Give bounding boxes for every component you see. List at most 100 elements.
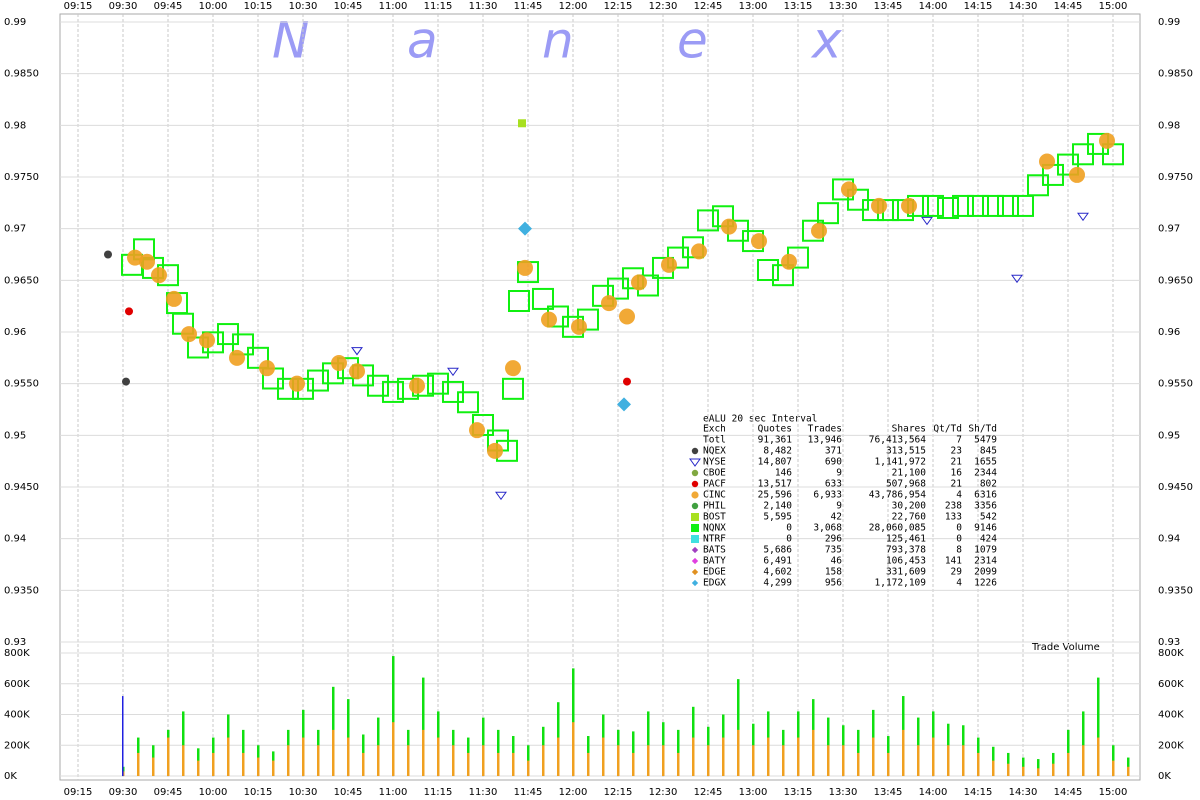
x-tick-label: 11:15	[424, 787, 453, 798]
x-tick-label: 11:45	[514, 1, 543, 12]
marker-square	[937, 197, 959, 219]
watermark-letter: a	[407, 12, 438, 70]
legend-marker	[691, 447, 699, 455]
marker-dot	[505, 360, 521, 377]
plot-frame	[59, 13, 1141, 781]
x-tick-label: 13:45	[874, 787, 903, 798]
legend-header: Shares	[892, 424, 926, 435]
marker-square	[532, 287, 554, 310]
volume-bar	[362, 752, 365, 776]
y-tick-label: 400K	[4, 710, 30, 721]
legend-header: Qt/Td	[933, 424, 962, 435]
y-tick-label: 0.99	[1158, 17, 1180, 28]
marker-dot	[721, 218, 737, 235]
volume-bar	[182, 745, 185, 776]
marker-dot	[661, 256, 677, 273]
legend-stat: 4	[956, 578, 962, 589]
volume-bar	[392, 722, 395, 776]
y-tick-label: 0.95	[4, 430, 26, 441]
volume-bar	[377, 745, 380, 776]
legend-stat: 735	[825, 545, 842, 556]
x-tick-label: 12:45	[694, 1, 723, 12]
marker-triangle	[447, 367, 459, 377]
x-tick-label: 11:00	[379, 787, 408, 798]
x-tick-label: 14:30	[1009, 1, 1038, 12]
x-tick-label: 14:30	[1009, 787, 1038, 798]
legend-stat: 8	[956, 545, 962, 556]
legend-stat: 690	[825, 457, 842, 468]
volume-bar	[887, 752, 890, 776]
legend-stat: 29	[951, 567, 963, 578]
volume-bar	[662, 745, 665, 776]
y-tick-label: 0.98	[1158, 120, 1180, 131]
volume-bar	[422, 729, 425, 776]
legend-marker	[689, 458, 701, 467]
marker-dot	[127, 249, 143, 266]
marker-triangle	[1077, 212, 1089, 222]
x-tick-label: 13:15	[784, 1, 813, 12]
marker-square	[967, 194, 989, 217]
y-tick-label: 400K	[1158, 710, 1184, 721]
y-tick-label: 0.98	[4, 120, 26, 131]
x-tick-label: 14:15	[964, 1, 993, 12]
x-tick-label: 12:30	[649, 787, 678, 798]
legend-stat: 793,378	[886, 545, 926, 556]
y-tick-label: 800K	[4, 648, 30, 659]
x-tick-label: 10:15	[244, 1, 273, 12]
legend-marker	[691, 535, 699, 543]
legend-stat: 542	[980, 512, 997, 523]
legend-stat: 9	[836, 468, 842, 479]
y-tick-label: 0.96	[4, 327, 26, 338]
y-tick-label: 0.9350	[1158, 585, 1193, 596]
legend-stat: 146	[775, 468, 792, 479]
volume-bar	[902, 729, 905, 776]
marker-square	[457, 391, 479, 414]
legend-header: Sh/Td	[968, 424, 997, 435]
marker-dot	[811, 222, 827, 239]
marker-square	[817, 202, 839, 225]
volume-bar	[122, 696, 124, 776]
y-tick-label: 0.9850	[1158, 69, 1193, 80]
marker-circle	[122, 377, 130, 386]
legend-stat: 2099	[974, 567, 997, 578]
legend-stat: 8,482	[763, 446, 792, 457]
y-tick-label: 0.9350	[4, 585, 39, 596]
marker-square	[697, 209, 719, 232]
y-tick-label: 0K	[1158, 771, 1171, 782]
x-tick-label: 09:30	[109, 1, 138, 12]
volume-bar	[422, 677, 425, 776]
y-tick-label: 0.97	[1158, 224, 1180, 235]
marker-square	[508, 290, 530, 312]
legend-stat: 9146	[974, 523, 997, 534]
legend-stat: 133	[945, 512, 962, 523]
y-tick-label: 200K	[4, 740, 30, 751]
y-tick-label: 0.9650	[1158, 275, 1193, 286]
legend-stat: 331,609	[886, 567, 926, 578]
marker-square	[982, 194, 1004, 217]
volume-bar	[1052, 763, 1055, 776]
legend-name: BATY	[703, 556, 726, 567]
volume-bar	[722, 737, 725, 776]
legend-stat: 1,141,972	[875, 457, 926, 468]
legend-header: Trades	[808, 424, 842, 435]
x-tick-label: 12:15	[604, 1, 633, 12]
x-tick-label: 10:00	[199, 1, 228, 12]
legend-stat: 0	[786, 523, 792, 534]
marker-square	[922, 194, 944, 217]
marker-dot	[901, 197, 917, 214]
legend-stat: 1655	[974, 457, 997, 468]
legend-stat: 3356	[974, 501, 997, 512]
legend-stat: 238	[945, 501, 962, 512]
x-tick-label: 12:30	[649, 1, 678, 12]
x-tick-label: 11:30	[469, 1, 498, 12]
legend-name: PACF	[703, 479, 726, 490]
legend-name: NYSE	[703, 457, 726, 468]
y-tick-label: 0.9550	[4, 379, 39, 390]
x-tick-label: 13:00	[739, 787, 768, 798]
volume-bar	[182, 711, 185, 776]
x-tick-label: 14:45	[1054, 787, 1083, 798]
marker-dot	[229, 349, 245, 366]
marker-triangle	[351, 347, 363, 356]
volume-bar	[587, 752, 590, 776]
volume-label: Trade Volume	[1031, 642, 1100, 653]
